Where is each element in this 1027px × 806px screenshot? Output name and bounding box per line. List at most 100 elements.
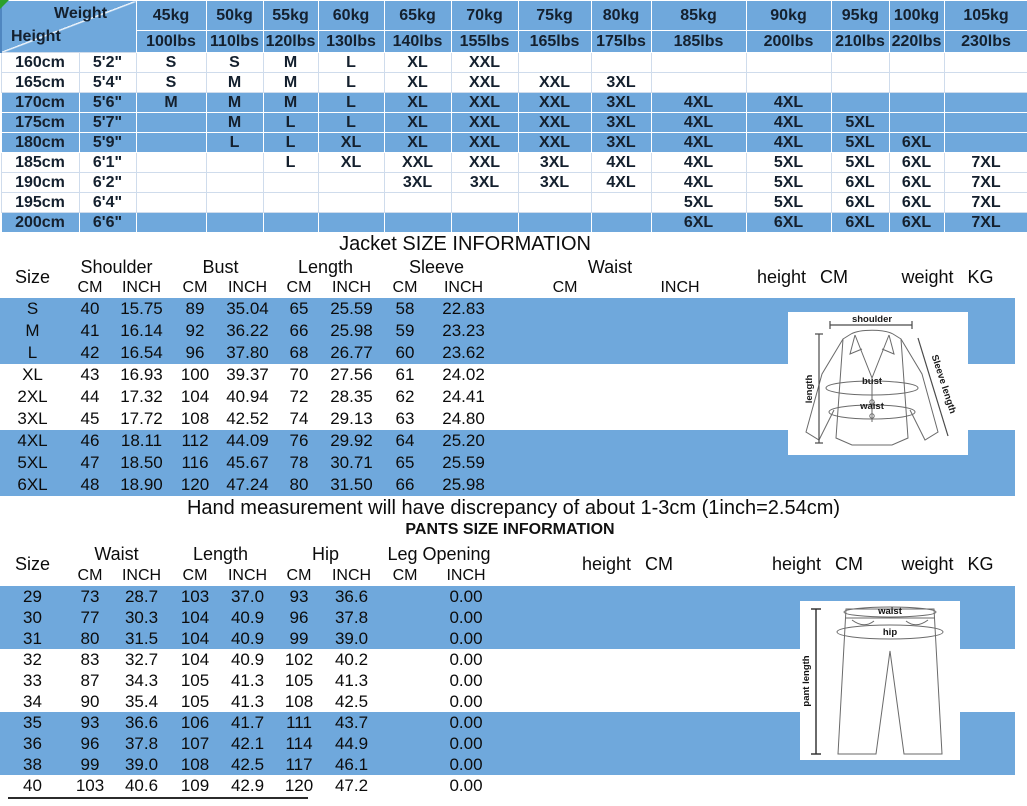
- weight-lbs-header: 220lbs: [888, 30, 945, 53]
- leg-opening-inch-cell: 0.00: [432, 607, 501, 628]
- length-cm-cell: 68: [273, 342, 325, 364]
- waist-inch-cell: [635, 386, 725, 408]
- length-cm-cell: 66: [273, 320, 325, 342]
- weight-kg-header: 65kg: [383, 0, 452, 31]
- height-axis-label: Height: [11, 28, 61, 45]
- pants-table-row: 29 73 28.7 103 37.0 93 36.6 0.00: [0, 586, 1016, 607]
- shoulder-cm-cell: 42: [65, 342, 115, 364]
- jacket-table-row: XL 43 16.93 100 39.37 70 27.56 61 24.02: [0, 364, 1015, 386]
- size-cell: 4XL: [650, 152, 747, 173]
- length-inch-cell: 25.59: [325, 298, 378, 320]
- leg-opening-cm-cell: [378, 775, 432, 796]
- size-cell: L: [317, 92, 385, 113]
- weight-lbs-header: 185lbs: [650, 30, 747, 53]
- size-cell: [517, 52, 592, 73]
- length-cm-cell: 104: [168, 607, 222, 628]
- pants-size-cell: 32: [23, 649, 42, 669]
- length-inch-cell: 42.5: [222, 754, 273, 775]
- size-cell: XXL: [450, 52, 519, 73]
- waist-inch-cell: 34.3: [124, 670, 159, 690]
- pants-size-cell: 30: [0, 607, 65, 628]
- size-cell: XXL: [517, 132, 592, 153]
- weight-kg-header: 70kg: [450, 0, 519, 31]
- size-cell: [135, 212, 207, 233]
- pants-table-body: 29 73 28.7 103 37.0 93 36.6 0.00 30 77 3…: [0, 586, 1016, 796]
- jacket-length-header: Length: [297, 256, 354, 277]
- size-cell: [205, 192, 264, 213]
- size-cell: S: [135, 52, 207, 73]
- jacket-sleeve-header: Sleeve: [408, 256, 465, 277]
- size-cell: [262, 212, 319, 233]
- jacket-unit-header-row: CM INCH CM INCH CM INCH CM INCH CM INCH: [0, 278, 1015, 298]
- size-cell: 6XL: [650, 212, 747, 233]
- matrix-row: 175cm 5'7" M L L XL XXL XXL 3XL 4XL 4XL …: [0, 112, 1027, 133]
- size-cell: M: [205, 92, 264, 113]
- size-cell: 3XL: [590, 92, 652, 113]
- size-cell: 5XL: [745, 152, 832, 173]
- jacket-weight-kg-header: weight KG: [901, 266, 994, 287]
- hip-cm-cell: 99: [273, 628, 325, 649]
- size-cell: XXL: [450, 92, 519, 113]
- size-cell: XXL: [450, 132, 519, 153]
- jacket-size-header: Size: [14, 266, 50, 287]
- jacket-size-cell: 4XL: [0, 430, 65, 452]
- pants-hip-measure-label: hip: [883, 627, 897, 638]
- size-cell: XL: [383, 72, 452, 93]
- size-cell: M: [262, 92, 319, 113]
- size-cell: [943, 132, 1027, 153]
- jacket-size-cell: XL: [22, 365, 43, 384]
- weight-kg-header: 55kg: [262, 0, 319, 31]
- matrix-row: 170cm 5'6" M M M L XL XXL XXL 3XL 4XL 4X…: [0, 92, 1027, 113]
- weight-lbs-header: 210lbs: [830, 30, 890, 53]
- pants-table-row: 40 103 40.6 109 42.9 120 47.2 0.00: [0, 775, 1015, 796]
- size-cell: 6XL: [830, 212, 890, 233]
- shoulder-cm-cell: 44: [80, 387, 100, 406]
- height-cm-cell: 175cm: [0, 112, 80, 133]
- shoulder-inch-cell: 18.50: [115, 452, 168, 474]
- jacket-size-cell: 2XL: [17, 387, 48, 406]
- pants-table-row: 32 83 32.7 104 40.9 102 40.2 0.00: [0, 649, 1015, 670]
- size-cell: [943, 72, 1027, 93]
- jacket-line-drawing: shoulder length bust waist Sleeve length: [804, 314, 958, 446]
- size-cell: M: [262, 72, 319, 93]
- waist-inch-cell: [635, 474, 726, 496]
- size-cell: 3XL: [383, 172, 452, 193]
- size-cell: [450, 192, 519, 213]
- pants-size-header: Size: [14, 553, 50, 574]
- bust-cm-cell: 104: [180, 387, 210, 406]
- weight-lbs-header: 230lbs: [943, 30, 1027, 53]
- inch-header: INCH: [121, 567, 162, 584]
- size-cell: XXL: [450, 72, 519, 93]
- size-cell: [943, 92, 1027, 113]
- size-cell: 6XL: [745, 212, 832, 233]
- sleeve-inch-cell: 24.41: [442, 387, 485, 406]
- pants-length-header: Length: [192, 543, 249, 564]
- bottom-partial-border: [8, 797, 308, 799]
- hip-cm-cell: 93: [273, 586, 325, 607]
- size-cell: [590, 52, 652, 73]
- size-cell: L: [262, 132, 319, 153]
- sleeve-cm-cell: 59: [378, 320, 432, 342]
- size-cell: 6XL: [888, 132, 945, 153]
- size-cell: XL: [383, 92, 452, 113]
- waist-cm-cell: 77: [65, 607, 115, 628]
- length-cm-cell: 76: [273, 430, 325, 452]
- size-cell: S: [135, 72, 207, 93]
- bust-measure-label: bust: [862, 376, 883, 387]
- hip-inch-cell: 41.3: [334, 670, 369, 690]
- cm-header: CM: [182, 279, 208, 296]
- waist-inch-cell: 30.3: [115, 607, 168, 628]
- pants-size-cell: 38: [0, 754, 65, 775]
- inch-header: INCH: [331, 567, 372, 584]
- pants-hip-header: Hip: [312, 543, 340, 564]
- measurement-note: Hand measurement will have discrepancy o…: [186, 497, 841, 519]
- shoulder-cm-cell: 47: [65, 452, 115, 474]
- height-ft-cell: 5'4": [78, 72, 137, 93]
- size-cell: L: [205, 132, 264, 153]
- shoulder-cm-cell: 45: [80, 409, 100, 428]
- size-cell: 4XL: [650, 172, 747, 193]
- size-cell: [830, 92, 890, 113]
- hip-cm-cell: 114: [273, 733, 325, 754]
- size-cell: L: [317, 72, 385, 93]
